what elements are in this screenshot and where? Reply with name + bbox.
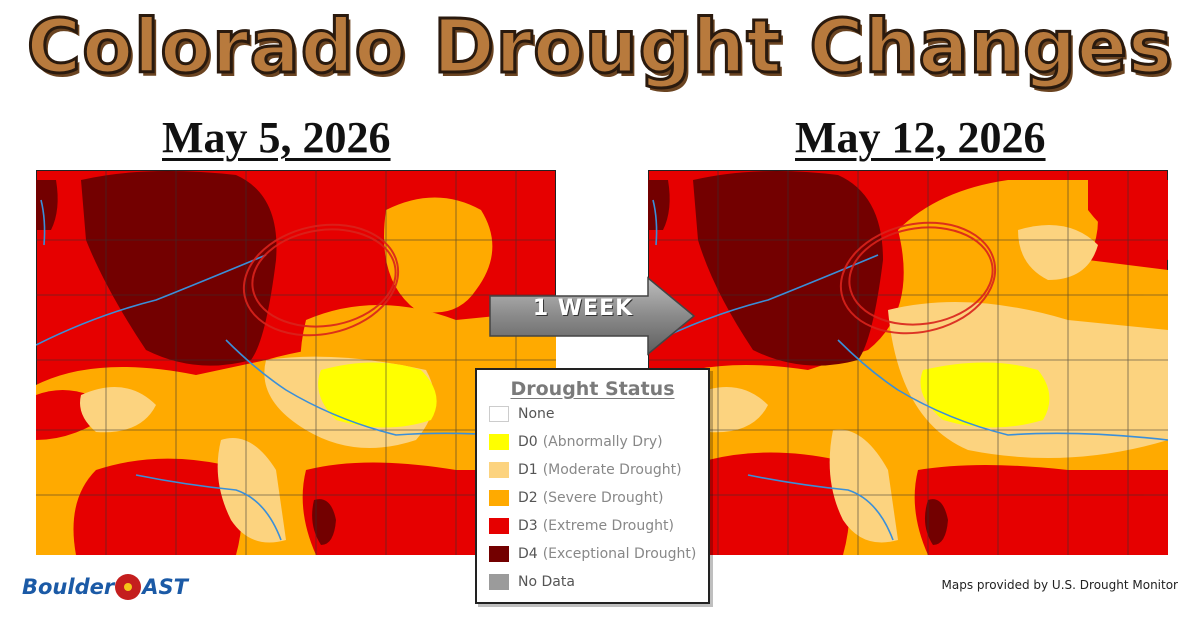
legend-swatch — [489, 546, 509, 562]
legend-desc: (Extreme Drought) — [542, 518, 674, 534]
legend-code: D3 — [518, 518, 538, 534]
colorado-c-icon — [115, 574, 142, 600]
legend-swatch — [489, 518, 509, 534]
legend-code: D1 — [518, 462, 538, 478]
legend-code: D2 — [518, 490, 538, 506]
drought-legend: Drought Status None D0 (Abnormally Dry) D1(… — [475, 368, 710, 604]
legend-swatch — [489, 434, 509, 450]
right-drought-map — [648, 170, 1168, 555]
arrow-label: 1 WEEK — [532, 296, 634, 321]
page-title: Colorado Drought Changes — [25, 3, 1174, 92]
legend-swatch — [489, 462, 509, 478]
brand-text-1: Boulder — [22, 575, 115, 599]
legend-code: No Data — [518, 574, 575, 590]
legend-swatch — [489, 574, 509, 590]
left-map-date: May 5, 2026 — [162, 113, 391, 162]
legend-item: None — [489, 400, 708, 428]
legend-swatch — [489, 406, 509, 422]
legend-desc: (Abnormally Dry) — [542, 434, 663, 450]
legend-desc: (Severe Drought) — [542, 490, 664, 506]
legend-item: D4 (Exceptional Drought) — [489, 540, 708, 568]
legend-desc: (Moderate Drought) — [542, 462, 682, 478]
brand-text-2: AST — [142, 575, 188, 599]
legend-swatch — [489, 490, 509, 506]
legend-desc: (Exceptional Drought) — [542, 546, 697, 562]
legend-item: D3 (Extreme Drought) — [489, 512, 708, 540]
map-credit: Maps provided by U.S. Drought Monitor — [941, 578, 1178, 592]
legend-code: None — [518, 406, 555, 422]
legend-item: D1 (Moderate Drought) — [489, 456, 708, 484]
right-map-date: May 12, 2026 — [795, 113, 1046, 162]
right-arrow-icon — [489, 276, 696, 356]
legend-code: D4 — [518, 546, 538, 562]
legend-title: Drought Status — [510, 378, 675, 400]
brand-logo: Boulder AST — [22, 574, 188, 600]
legend-item: D2 (Severe Drought) — [489, 484, 708, 512]
legend-item: D0 (Abnormally Dry) — [489, 428, 708, 456]
legend-item: No Data — [489, 568, 708, 596]
legend-code: D0 — [518, 434, 538, 450]
